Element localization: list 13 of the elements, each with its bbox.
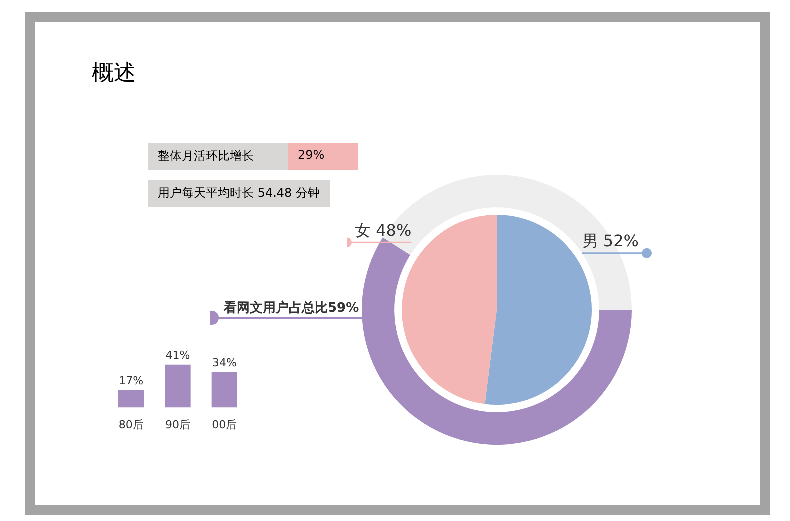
x-tick-label: 80后 — [118, 418, 144, 432]
data-label: 17% — [119, 374, 144, 388]
slice-label: 男 52% — [582, 232, 639, 251]
data-label: 41% — [166, 349, 190, 362]
x-tick-label: 00后 — [212, 418, 238, 432]
text: 29% — [288, 143, 358, 170]
slice-label: 看网文用户占总比59% — [223, 300, 360, 316]
text: 概述 — [92, 60, 136, 88]
data-label: 34% — [212, 356, 237, 370]
text: 整体月活环比增长 — [148, 143, 288, 170]
slice-label: 女 48% — [355, 220, 412, 240]
x-tick-label: 90后 — [166, 418, 190, 432]
text: 用户每天平均时长 54.48 分钟 — [148, 180, 330, 207]
